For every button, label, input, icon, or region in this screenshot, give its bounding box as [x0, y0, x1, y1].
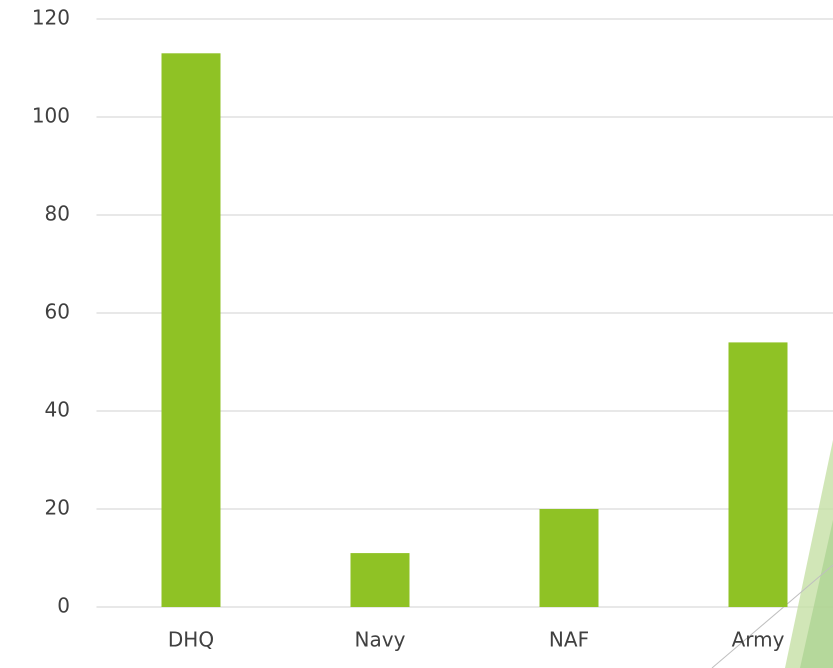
- bar: [728, 342, 788, 607]
- x-tick-label: Navy: [355, 628, 406, 652]
- x-tick-label: DHQ: [168, 628, 214, 652]
- decoration: [711, 564, 833, 668]
- y-tick-label: 120: [32, 6, 70, 30]
- y-tick-label: 80: [45, 202, 70, 226]
- y-tick-label: 60: [45, 300, 70, 324]
- x-tick-label: Army: [732, 628, 785, 652]
- bar: [350, 553, 410, 607]
- y-tick-label: 100: [32, 104, 70, 128]
- bar: [539, 509, 599, 607]
- y-tick-label: 0: [57, 594, 70, 618]
- x-tick-label: NAF: [549, 628, 589, 652]
- decoration: [800, 520, 833, 668]
- y-tick-label: 40: [45, 398, 70, 422]
- y-tick-label: 20: [45, 496, 70, 520]
- bar: [161, 53, 221, 608]
